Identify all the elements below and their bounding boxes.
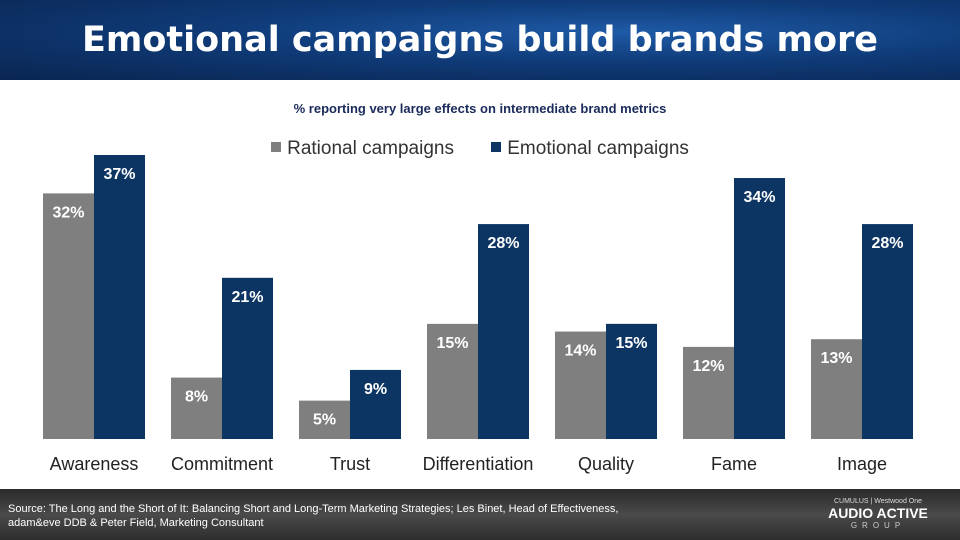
bar-rational-fame xyxy=(683,346,734,439)
data-label-rational-quality: 14% xyxy=(564,343,596,360)
category-label-trust: Trust xyxy=(330,454,370,474)
legend-item-emotional: Emotional campaigns xyxy=(491,138,689,160)
data-label-rational-image: 13% xyxy=(820,350,852,367)
category-label-image: Image xyxy=(837,454,887,474)
data-label-emotional-differentiation: 28% xyxy=(487,235,519,252)
data-label-emotional-image: 28% xyxy=(871,235,903,252)
data-label-rational-differentiation: 15% xyxy=(436,335,468,352)
bar-emotional-quality xyxy=(606,323,657,439)
category-label-differentiation: Differentiation xyxy=(423,454,534,474)
data-label-emotional-commitment: 21% xyxy=(231,289,263,306)
category-label-quality: Quality xyxy=(578,454,634,474)
bar-emotional-commitment xyxy=(222,277,273,439)
data-label-emotional-trust: 9% xyxy=(364,381,387,398)
chart-subtitle: % reporting very large effects on interm… xyxy=(293,101,667,116)
data-label-rational-trust: 5% xyxy=(313,412,336,429)
chart-legend: Rational campaigns Emotional campaigns xyxy=(0,138,960,160)
data-label-emotional-fame: 34% xyxy=(743,189,775,206)
bar-emotional-differentiation xyxy=(478,224,529,439)
company-logo: CUMULUS | Westwood One AUDIO ACTIVE GROU… xyxy=(818,498,938,530)
data-label-emotional-awareness: 37% xyxy=(103,166,135,183)
logo-main-text: AUDIO ACTIVE xyxy=(828,505,928,521)
bar-rational-commitment xyxy=(171,377,222,439)
category-label-commitment: Commitment xyxy=(171,454,273,474)
data-label-rational-fame: 12% xyxy=(692,358,724,375)
bar-rational-quality xyxy=(555,331,606,439)
logo-sub-text: GROUP xyxy=(850,521,906,530)
legend-swatch-emotional xyxy=(491,141,502,152)
bar-emotional-fame xyxy=(734,178,785,439)
legend-swatch-rational xyxy=(271,141,282,152)
page-title: Emotional campaigns build brands more st… xyxy=(81,20,879,140)
data-label-rational-commitment: 8% xyxy=(185,389,208,406)
data-label-emotional-quality: 15% xyxy=(615,335,647,352)
source-note: Source: The Long and the Short of It: Ba… xyxy=(8,503,619,529)
bar-rational-trust xyxy=(299,400,350,439)
legend-label-emotional: Emotional campaigns xyxy=(507,138,689,159)
category-label-awareness: Awareness xyxy=(50,454,139,474)
footer-bar xyxy=(0,489,960,540)
bar-emotional-awareness xyxy=(94,155,145,439)
bar-emotional-image xyxy=(862,224,913,439)
category-label-fame: Fame xyxy=(711,454,757,474)
legend-label-rational: Rational campaigns xyxy=(287,138,454,159)
bar-emotional-trust xyxy=(350,369,401,439)
header-banner xyxy=(0,0,960,80)
data-label-rational-awareness: 32% xyxy=(52,204,84,221)
bar-rational-awareness xyxy=(43,193,94,439)
logo-top-text: CUMULUS | Westwood One xyxy=(833,498,923,505)
legend-item-rational: Rational campaigns xyxy=(271,138,454,160)
bar-chart: 32% 37% Awareness 8% 21% Commitment 5% 9% Trust 1… xyxy=(43,155,913,474)
bar-rational-image xyxy=(811,339,862,439)
bar-rational-differentiation xyxy=(427,323,478,439)
